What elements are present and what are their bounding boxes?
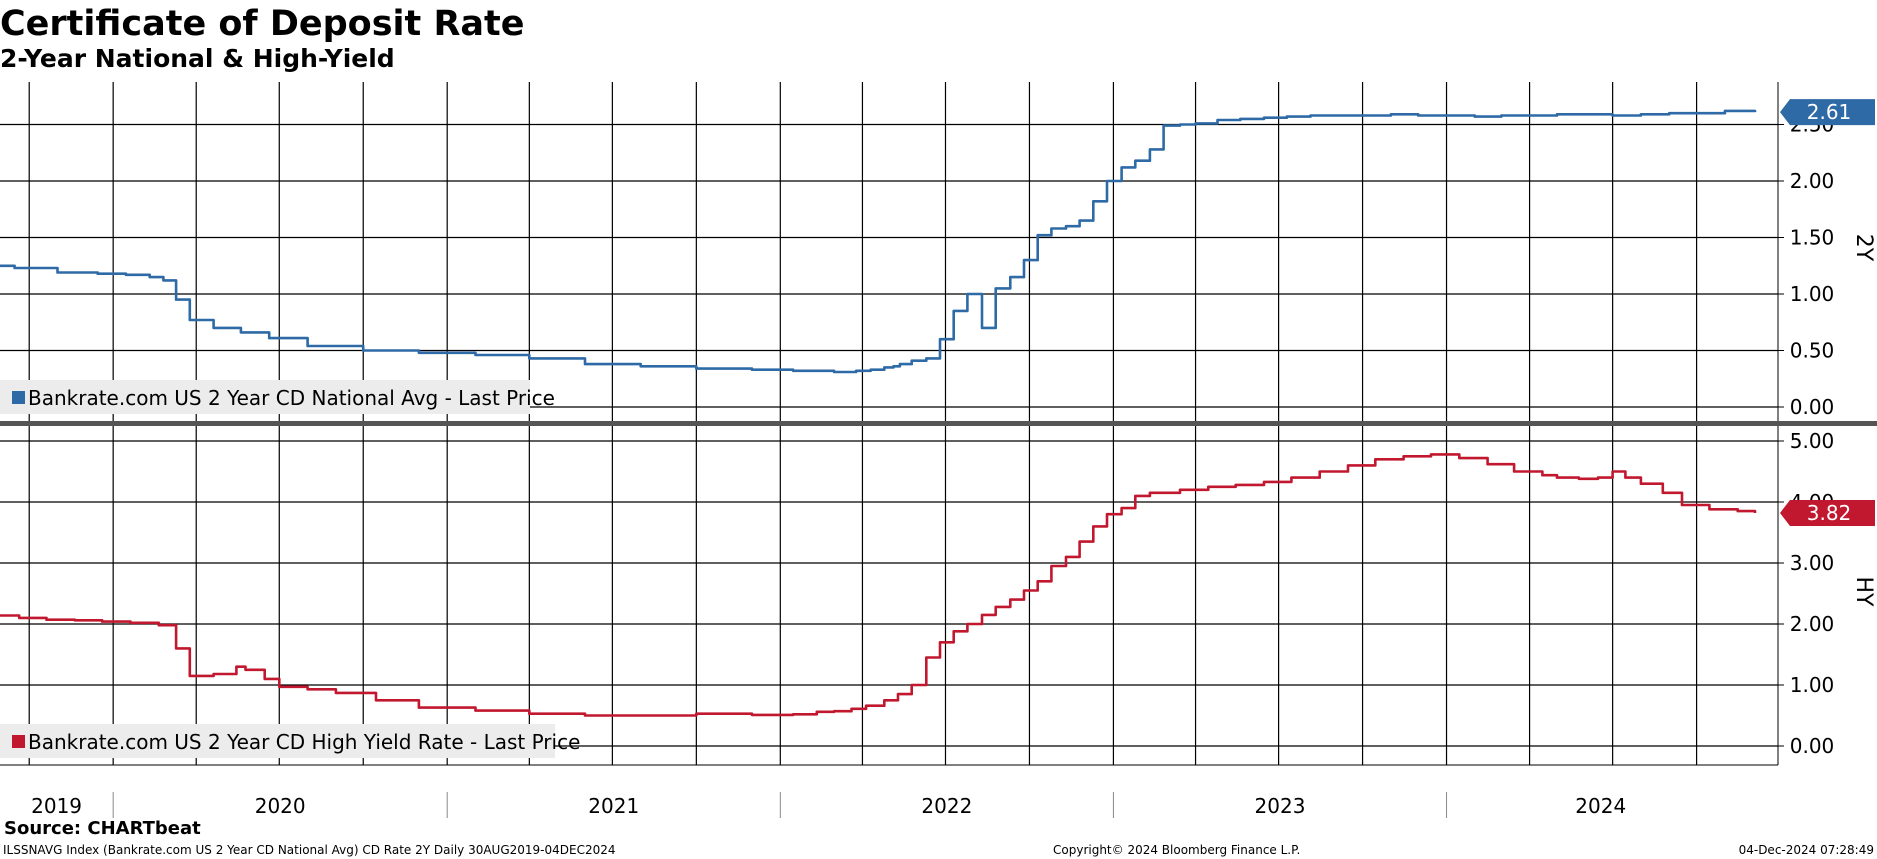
last-value-label: 2.61 (1807, 100, 1852, 124)
y-tick-label: 0.50 (1790, 339, 1835, 363)
footer-index-info: ILSSNAVG Index (Bankrate.com US 2 Year C… (3, 843, 616, 857)
series-line-hy (0, 453, 1757, 717)
legend-swatch (12, 735, 25, 748)
y-axis-title: 2Y (1851, 234, 1876, 262)
legend-label: Bankrate.com US 2 Year CD National Avg -… (28, 386, 555, 410)
y-tick-label: 2.00 (1790, 612, 1835, 636)
y-axis-title: HY (1851, 577, 1876, 608)
last-value-tag: 2.61 (1780, 99, 1875, 126)
last-value-tag-bg (1780, 99, 1875, 126)
y-tick-label: 2.00 (1790, 169, 1835, 193)
chart-subtitle: 2-Year National & High-Yield (0, 44, 395, 73)
series-line-2y (0, 109, 1757, 374)
x-year-label: 2020 (255, 794, 306, 818)
footer-timestamp: 04-Dec-2024 07:28:49 (1738, 843, 1874, 857)
legend-swatch (12, 391, 25, 404)
y-axes: 0.000.501.001.502.002.502Y2.610.001.002.… (1777, 82, 1876, 765)
x-year-label: 2022 (921, 794, 972, 818)
y-tick-label: 1.00 (1790, 673, 1835, 697)
last-value-tag: 3.82 (1780, 499, 1875, 526)
x-year-label: 2019 (31, 794, 82, 818)
last-value-label: 3.82 (1807, 501, 1852, 525)
source-label: Source: CHARTbeat (4, 818, 201, 839)
chart-title: Certificate of Deposit Rate (0, 4, 525, 44)
x-year-label: 2021 (588, 794, 639, 818)
last-value-tag-bg (1780, 499, 1875, 526)
y-tick-label: 0.00 (1790, 395, 1835, 419)
footer-copyright: Copyright© 2024 Bloomberg Finance L.P. (1053, 843, 1301, 857)
y-tick-label: 0.00 (1790, 734, 1835, 758)
panel-divider-bar (0, 421, 1877, 426)
legends: Bankrate.com US 2 Year CD National Avg -… (0, 380, 580, 758)
legend-box (0, 380, 530, 414)
y-tick-label: 1.00 (1790, 282, 1835, 306)
x-axis: 2019 2020 2021 2022 2023 2024 (31, 792, 1626, 818)
legend-box (0, 724, 555, 758)
y-tick-label: 1.50 (1790, 226, 1835, 250)
panel-divider (0, 421, 1877, 766)
x-year-label: 2023 (1255, 794, 1306, 818)
series-lines (0, 109, 1757, 717)
x-year-label: 2024 (1575, 794, 1626, 818)
y-tick-label: 3.00 (1790, 551, 1835, 575)
y-tick-label: 5.00 (1790, 429, 1835, 453)
legend-label: Bankrate.com US 2 Year CD High Yield Rat… (28, 730, 580, 754)
